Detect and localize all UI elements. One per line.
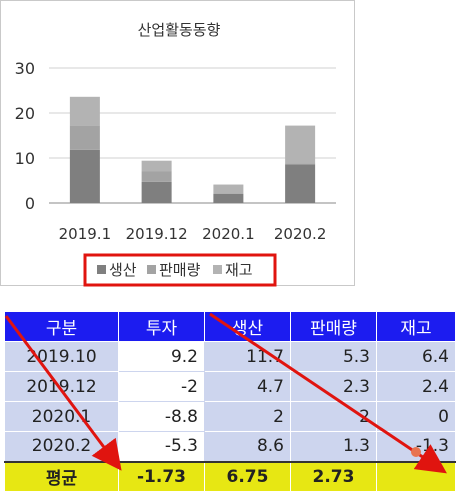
- cell-production: 4.7: [204, 371, 291, 402]
- table-row: 2019.10 9.2 11.7 5.3 6.4: [4, 341, 456, 372]
- bar-production: [213, 194, 244, 203]
- average-inventory: [376, 460, 456, 492]
- legend-inventory-label: 재고: [225, 261, 253, 279]
- cell-investment: -5.3: [118, 431, 205, 462]
- bar-inventory: [141, 160, 172, 172]
- average-sales: 2.73: [290, 460, 377, 492]
- header-sales: 판매량: [290, 311, 377, 342]
- cell-production: 8.6: [204, 431, 291, 462]
- average-label: 평균: [4, 460, 119, 492]
- row-label: 2020.1: [4, 401, 119, 432]
- row-label: 2019.10: [4, 341, 119, 372]
- legend-highlight-box: [83, 253, 277, 287]
- bar-production: [141, 181, 172, 203]
- cell-investment: 9.2: [118, 341, 205, 372]
- header-category: 구분: [4, 311, 119, 342]
- row-label: 2019.12: [4, 371, 119, 402]
- cell-investment: -8.8: [118, 401, 205, 432]
- header-investment: 투자: [118, 311, 205, 342]
- cell-inventory: 6.4: [376, 341, 456, 372]
- bar-inventory: [213, 184, 244, 194]
- legend-sales-swatch: [147, 265, 156, 274]
- table-row: 2020.2 -5.3 8.6 1.3 -1.3: [4, 431, 456, 462]
- data-table: 구분 투자 생산 판매량 재고 2019.10 9.2 11.7 5.3 6.4…: [4, 311, 456, 492]
- cell-production: 11.7: [204, 341, 291, 372]
- bar-sales: [285, 163, 316, 165]
- legend-sales-label: 판매량: [159, 261, 201, 279]
- bar-production: [285, 164, 316, 203]
- cell-sales: 2.3: [290, 371, 377, 402]
- cell-sales: 5.3: [290, 341, 377, 372]
- table-header-row: 구분 투자 생산 판매량 재고: [4, 311, 456, 342]
- y-tick-label: 30: [15, 59, 35, 78]
- legend-inventory-swatch: [213, 265, 222, 274]
- x-tick-label: 2019.12: [126, 225, 188, 243]
- cell-investment: -2: [118, 371, 205, 402]
- y-tick-label: 20: [15, 104, 35, 123]
- cell-production: 2: [204, 401, 291, 432]
- cell-inventory: 2.4: [376, 371, 456, 402]
- row-label: 2020.2: [4, 431, 119, 462]
- bar-sales: [141, 171, 172, 182]
- bar-production: [69, 149, 100, 203]
- legend-production-label: 생산: [109, 261, 137, 279]
- table-row: 2019.12 -2 4.7 2.3 2.4: [4, 371, 456, 402]
- y-tick-label: 10: [15, 149, 35, 168]
- cell-sales: 2: [290, 401, 377, 432]
- x-tick-label: 2020.2: [274, 225, 327, 243]
- chart-panel: 산업활동동향 0 10 20 30 2019.1 2019.12 2020.1 2020.2 생산…: [0, 0, 355, 287]
- x-tick-label: 2019.1: [59, 225, 112, 243]
- chart-title: 산업활동동향: [138, 21, 221, 39]
- cell-sales: 1.3: [290, 431, 377, 462]
- bar-inventory: [285, 125, 316, 164]
- header-inventory: 재고: [376, 311, 456, 342]
- cell-inventory: 0: [376, 401, 456, 432]
- bar-inventory: [69, 96, 100, 126]
- bar-sales: [69, 125, 100, 150]
- chart-area: 산업활동동향 0 10 20 30 2019.1 2019.12 2020.1 2020.2 생산…: [15, 21, 336, 287]
- average-production: 6.75: [204, 460, 291, 492]
- x-tick-label: 2020.1: [202, 225, 255, 243]
- average-investment: -1.73: [118, 460, 205, 492]
- table-row: 2020.1 -8.8 2 2 0: [4, 401, 456, 432]
- average-row: 평균 -1.73 6.75 2.73: [4, 460, 456, 492]
- y-tick-label: 0: [25, 194, 35, 213]
- cell-inventory: -1.3: [376, 431, 456, 462]
- legend-production-swatch: [97, 265, 106, 274]
- header-production: 생산: [204, 311, 291, 342]
